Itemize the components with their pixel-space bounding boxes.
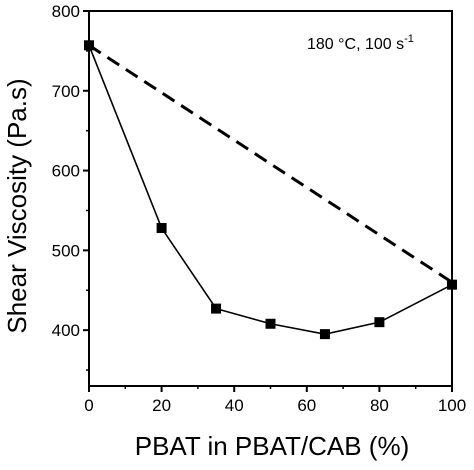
y-tick-label: 400 bbox=[52, 321, 80, 340]
series-solid-line bbox=[88, 45, 453, 335]
x-tick-label: 80 bbox=[370, 396, 389, 415]
y-tick-label: 600 bbox=[52, 162, 80, 181]
y-axis-ticks: 400 500 600 700 800 bbox=[52, 2, 89, 371]
series-layer bbox=[84, 40, 457, 340]
data-point-marker bbox=[374, 317, 385, 328]
plot-border bbox=[88, 10, 453, 387]
x-tick-label: 40 bbox=[225, 396, 244, 415]
data-point-marker bbox=[319, 329, 330, 340]
y-axis-title: Shear Viscosity (Pa.s) bbox=[2, 78, 32, 333]
x-tick-label: 0 bbox=[84, 396, 93, 415]
y-tick-label: 800 bbox=[52, 2, 80, 21]
data-point-marker bbox=[447, 279, 457, 290]
data-point-marker bbox=[265, 318, 276, 329]
data-point-marker bbox=[156, 223, 167, 234]
chart-annotation: 180 °C, 100 s-1 bbox=[307, 33, 414, 53]
y-tick-label: 500 bbox=[52, 241, 80, 260]
series-dashed-line bbox=[88, 44, 453, 284]
x-tick-label: 20 bbox=[152, 396, 171, 415]
data-point-marker bbox=[211, 303, 222, 314]
x-axis-ticks: 0 20 40 60 80 100 bbox=[84, 386, 466, 415]
annotation-superscript: -1 bbox=[404, 33, 414, 45]
x-tick-label: 100 bbox=[438, 396, 466, 415]
annotation-main: 180 °C, 100 s bbox=[307, 36, 404, 53]
plot-frame bbox=[88, 10, 453, 387]
y-tick-label: 700 bbox=[52, 82, 80, 101]
x-tick-label: 60 bbox=[297, 396, 316, 415]
x-axis-title: PBAT in PBAT/CAB (%) bbox=[135, 431, 410, 461]
